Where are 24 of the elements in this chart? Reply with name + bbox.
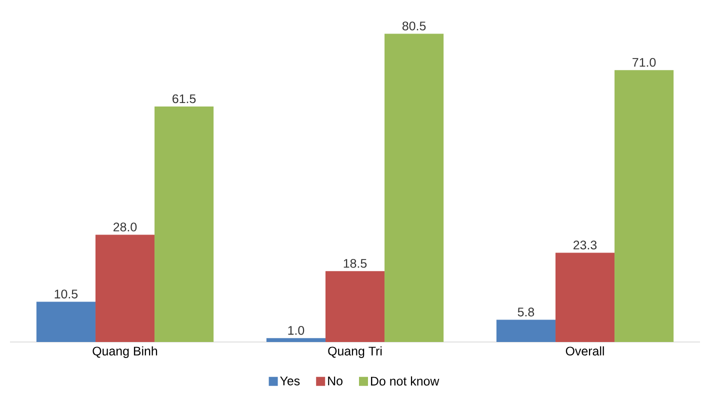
bar [266,338,326,342]
legend-label: No [328,376,342,386]
bar [614,70,674,342]
data-label: 5.8 [518,308,534,316]
data-label: 28.0 [114,222,137,232]
data-label: 80.5 [402,22,426,30]
legend-label: Do not know [371,376,440,386]
bar [325,271,385,342]
bar [384,34,444,342]
x-tick-label: Overall [566,346,604,356]
data-label: 61.5 [172,94,196,104]
bar [555,252,615,342]
bar [154,106,214,342]
data-label: 71.0 [632,58,656,67]
data-label: 23.3 [574,240,597,250]
bar [36,302,96,342]
bar [95,234,155,342]
bar [496,320,556,342]
data-label: 18.5 [344,259,367,268]
legend-label: Yes [280,376,300,386]
data-label: 1.0 [288,326,304,335]
x-tick-label: Quang Binh [92,346,158,358]
data-label: 10.5 [54,290,78,298]
x-tick-label: Quang Tri [328,346,382,358]
